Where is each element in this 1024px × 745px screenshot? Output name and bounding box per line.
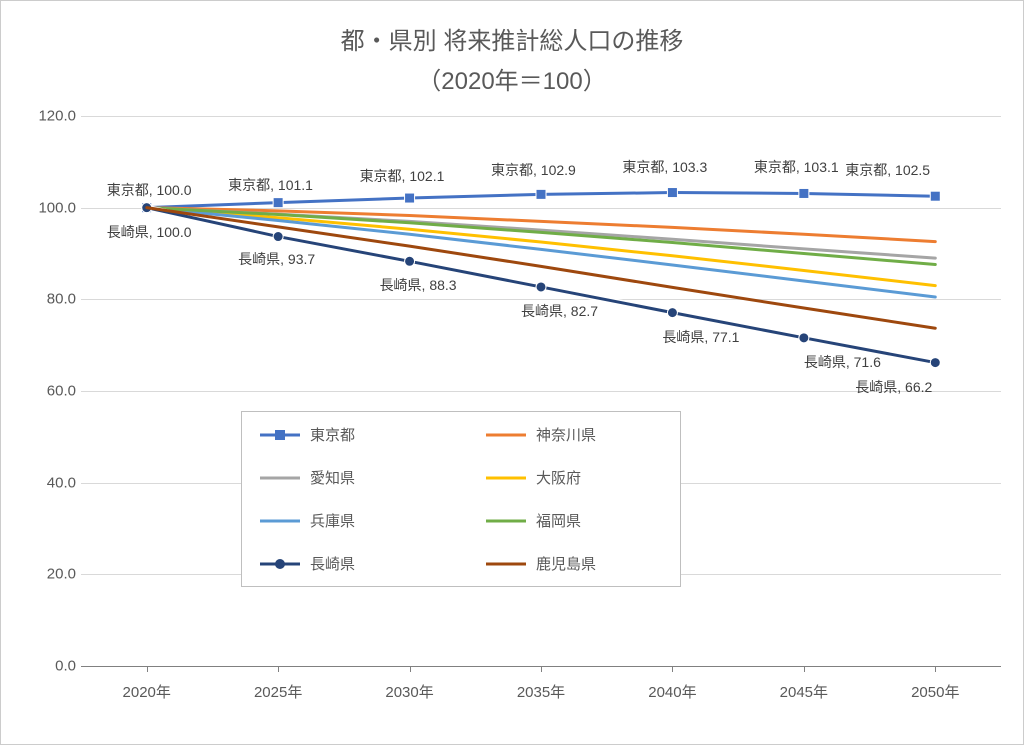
series-marker [667, 308, 677, 318]
legend-swatch [260, 555, 300, 573]
legend-label: 鹿児島県 [536, 553, 596, 574]
data-label: 東京都, 102.1 [360, 166, 445, 186]
series-marker [930, 191, 940, 201]
legend-swatch [486, 426, 526, 444]
y-tick-label: 20.0 [21, 566, 76, 583]
legend-label: 神奈川県 [536, 424, 596, 445]
legend-label: 兵庫県 [310, 510, 355, 531]
y-tick-label: 60.0 [21, 383, 76, 400]
legend-label: 東京都 [310, 424, 355, 445]
series-marker [273, 198, 283, 208]
data-label: 東京都, 100.0 [107, 180, 192, 200]
data-label: 長崎県, 82.7 [521, 301, 598, 321]
legend: 東京都 神奈川県愛知県 大阪府兵庫県 福岡県長崎県 鹿児島県 [241, 411, 681, 587]
chart-container: 都・県別 将来推計総人口の推移 （2020年＝100） 0.0 20.0 40.0 6… [0, 0, 1024, 745]
x-tick [410, 666, 411, 672]
y-tick-label: 80.0 [21, 291, 76, 308]
legend-swatch [486, 555, 526, 573]
y-tick-label: 0.0 [21, 658, 76, 675]
data-label: 長崎県, 71.6 [804, 352, 881, 372]
legend-swatch [260, 469, 300, 487]
legend-label: 長崎県 [310, 553, 355, 574]
x-tick [672, 666, 673, 672]
x-tick [804, 666, 805, 672]
legend-label: 福岡県 [536, 510, 581, 531]
y-tick-label: 40.0 [21, 474, 76, 491]
series-marker [273, 232, 283, 242]
series-marker [799, 333, 809, 343]
series-marker [405, 256, 415, 266]
series-marker [405, 193, 415, 203]
data-label: 長崎県, 66.2 [855, 377, 932, 397]
x-tick [147, 666, 148, 672]
legend-swatch [486, 469, 526, 487]
legend-label: 大阪府 [536, 467, 581, 488]
legend-swatch [260, 512, 300, 530]
data-label: 東京都, 103.3 [622, 157, 707, 177]
chart-title-line2: （2020年＝100） [1, 61, 1023, 96]
x-tick-label: 2030年 [385, 681, 433, 702]
series-marker [667, 188, 677, 198]
legend-item: 神奈川県 [486, 424, 662, 445]
x-tick-label: 2020年 [123, 681, 171, 702]
data-label: 東京都, 103.1 [754, 157, 839, 177]
x-tick-label: 2045年 [780, 681, 828, 702]
data-label: 長崎県, 93.7 [238, 249, 315, 269]
data-label: 長崎県, 77.1 [662, 327, 739, 347]
series-marker [930, 358, 940, 368]
legend-item: 兵庫県 [260, 510, 436, 531]
x-tick-label: 2050年 [911, 681, 959, 702]
data-label: 東京都, 102.5 [845, 160, 930, 180]
series-marker [536, 189, 546, 199]
data-label: 東京都, 102.9 [491, 160, 576, 180]
data-label: 東京都, 101.1 [228, 175, 313, 195]
y-tick-label: 100.0 [21, 199, 76, 216]
legend-label: 愛知県 [310, 467, 355, 488]
legend-item: 大阪府 [486, 467, 662, 488]
x-tick [935, 666, 936, 672]
x-tick [278, 666, 279, 672]
legend-item: 東京都 [260, 424, 436, 445]
legend-item: 鹿児島県 [486, 553, 662, 574]
x-tick [541, 666, 542, 672]
series-marker [536, 282, 546, 292]
x-tick-label: 2025年 [254, 681, 302, 702]
legend-item: 長崎県 [260, 553, 436, 574]
x-tick-label: 2040年 [648, 681, 696, 702]
y-tick-label: 120.0 [21, 108, 76, 125]
legend-item: 福岡県 [486, 510, 662, 531]
legend-swatch [260, 426, 300, 444]
x-tick-label: 2035年 [517, 681, 565, 702]
legend-swatch [486, 512, 526, 530]
series-marker [799, 188, 809, 198]
chart-title-line1: 都・県別 将来推計総人口の推移 [1, 21, 1023, 56]
data-label: 長崎県, 100.0 [107, 222, 192, 242]
legend-item: 愛知県 [260, 467, 436, 488]
data-label: 長崎県, 88.3 [380, 275, 457, 295]
